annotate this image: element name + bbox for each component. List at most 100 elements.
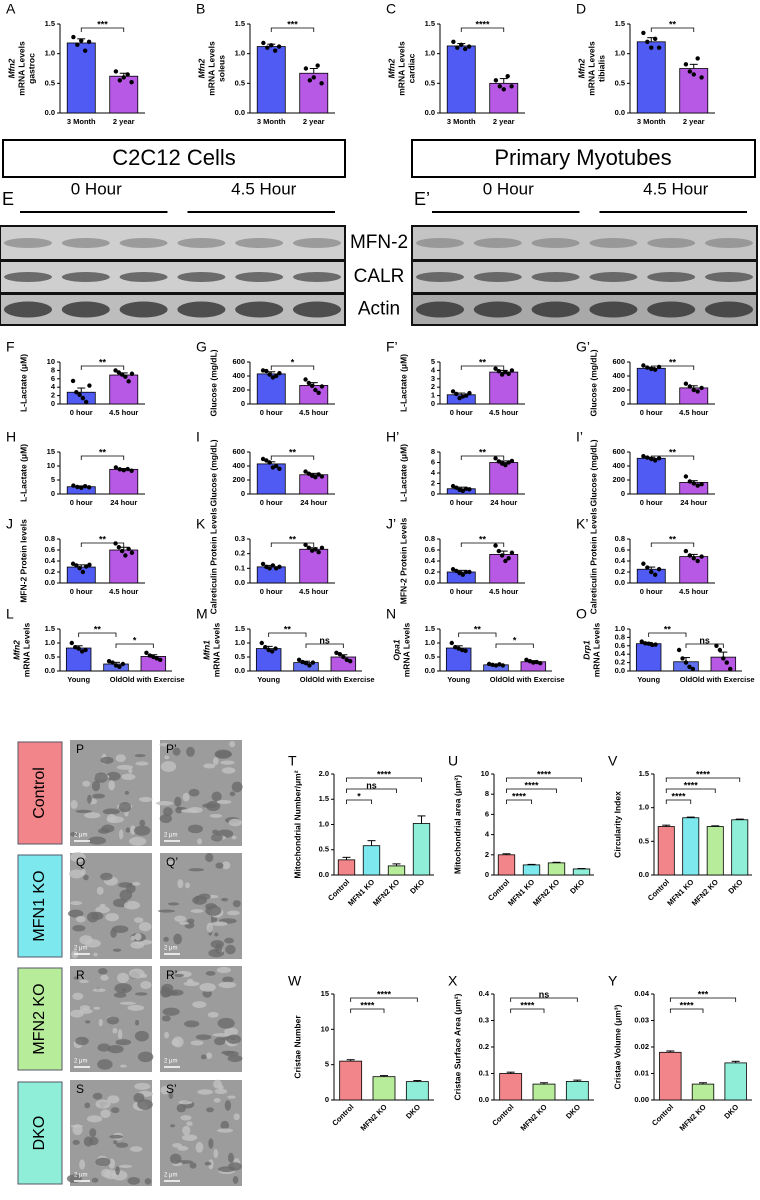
x-tick-label: 24 hour [110, 498, 137, 507]
data-point [73, 645, 78, 650]
data-point [334, 650, 339, 655]
blot-band [647, 272, 696, 282]
em-texture [138, 922, 152, 932]
y-axis-label: Glucose (mg/dL) [208, 439, 218, 506]
data-point [273, 566, 279, 571]
y-tick-label: 15 [47, 447, 55, 456]
blot-band [235, 301, 284, 318]
y-tick-label: 10 [321, 1024, 329, 1033]
y-tick-label: 1.0 [615, 49, 625, 58]
data-point [639, 639, 644, 644]
em-texture [70, 852, 86, 863]
em-texture [187, 918, 195, 924]
panel-letter: P’ [166, 742, 177, 756]
em-texture [222, 976, 234, 983]
data-point [71, 483, 76, 488]
em-texture [70, 900, 83, 906]
em-texture [197, 838, 203, 845]
data-point [652, 36, 658, 42]
data-point [503, 558, 508, 564]
sig-label: **** [475, 19, 490, 29]
sig-bracket [80, 27, 125, 32]
data-point [306, 545, 312, 550]
em-texture [107, 1095, 120, 1104]
data-point [264, 458, 269, 463]
y-tick-label: 0.00 [634, 1095, 649, 1104]
em-texture [98, 968, 108, 975]
em-texture [192, 1001, 207, 1009]
data-point [463, 393, 469, 398]
em-texture [204, 1161, 212, 1166]
x-tick-label: 24 hour [490, 498, 517, 507]
blot-band [4, 272, 52, 282]
data-point [493, 78, 499, 83]
data-point [121, 468, 126, 473]
panel-letter: H’ [386, 429, 399, 445]
em-texture [108, 780, 116, 791]
y-tick-label: 200 [232, 385, 245, 394]
data-point [311, 75, 316, 80]
sig-label: ** [94, 624, 102, 634]
sig-label: ns [319, 635, 330, 645]
data-point [261, 40, 266, 46]
em-texture [89, 1128, 97, 1138]
em-texture [92, 793, 105, 799]
data-point [690, 666, 696, 672]
sig-bracket [650, 455, 695, 460]
em-texture [232, 900, 241, 908]
y-tick-label: 0.0 [479, 1095, 489, 1104]
panel-letter: Q’ [166, 855, 178, 869]
sig-bracket [669, 997, 737, 1002]
x-tick-label: MFN2 KO [678, 1102, 708, 1132]
data-point [699, 385, 704, 391]
em-texture [227, 1095, 236, 1099]
em-texture [137, 1099, 153, 1110]
em-texture [70, 1124, 84, 1128]
x-tick-label: 0 hour [70, 408, 93, 417]
sig-label: ** [284, 624, 292, 634]
blot-label: MFN-2 [350, 232, 408, 253]
blot-band [705, 301, 753, 318]
em-texture [92, 1092, 103, 1100]
y-tick-label: 5 [325, 1060, 329, 1069]
data-point [313, 547, 318, 552]
em-texture [162, 1007, 180, 1016]
panel-letter: Q [76, 855, 85, 869]
data-point [296, 657, 302, 662]
y-tick-label: 0.0 [425, 578, 435, 587]
blot-band [416, 272, 464, 282]
em-texture [180, 808, 198, 813]
data-point [699, 75, 704, 80]
sig-label: ** [479, 447, 487, 457]
sig-bracket [460, 27, 505, 32]
data-point [454, 568, 459, 574]
panel-letter: S [76, 1082, 84, 1096]
em-texture [206, 1052, 213, 1059]
sig-label: ** [669, 534, 677, 544]
em-texture [184, 1020, 200, 1028]
em-texture [180, 1115, 192, 1121]
blot-band [61, 301, 110, 318]
x-tick-label: Old [490, 675, 503, 684]
y-tick-label: 0.0 [319, 870, 329, 879]
header-box [2, 139, 346, 178]
bar [299, 548, 329, 584]
y-axis-label: cardiac [406, 53, 416, 83]
data-point [460, 572, 466, 577]
y-tick-label: 1.0 [615, 624, 625, 633]
sig-label: ** [99, 357, 107, 367]
y-axis-label: Circularity Index [612, 791, 622, 858]
bar [636, 41, 666, 114]
blot-label: CALR [354, 266, 405, 287]
em-texture [104, 1169, 118, 1180]
data-point [316, 390, 321, 395]
data-point [129, 79, 134, 85]
blot-band [647, 238, 696, 248]
data-point [313, 475, 318, 480]
data-point [129, 371, 135, 376]
x-tick-label: DKO [722, 1102, 740, 1120]
x-tick-label: 0 hour [640, 498, 663, 507]
panel-letter: B [196, 1, 205, 17]
blot-band [119, 272, 168, 282]
blot-band [177, 272, 226, 282]
